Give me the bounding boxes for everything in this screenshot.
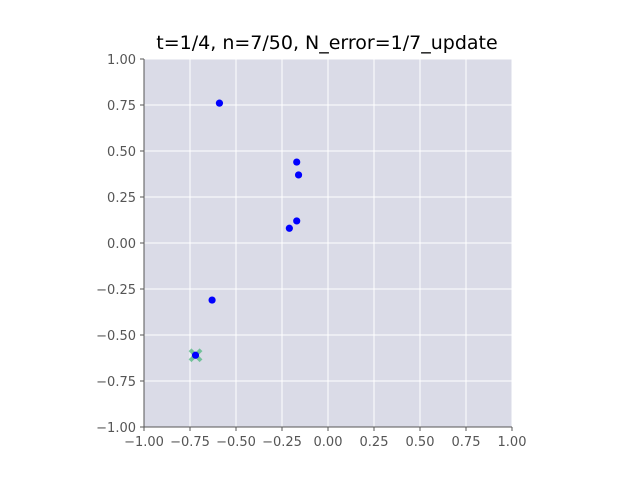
data-point xyxy=(215,99,224,107)
data-point xyxy=(294,171,303,179)
axes xyxy=(140,58,513,431)
x-tick-label: −0.25 xyxy=(262,435,302,450)
data-point xyxy=(191,351,200,359)
x-tick-label: −1.00 xyxy=(124,435,164,450)
tick-labels: −1.00 −0.75 −0.50 −0.25 0.00 0.25 0.50 0.75 1.00… xyxy=(96,53,526,450)
data-point xyxy=(285,224,293,232)
y-tick-label: −0.75 xyxy=(96,375,136,390)
x-tick-label: 0.25 xyxy=(360,435,389,450)
data-point xyxy=(293,217,301,225)
x-tick-label: −0.75 xyxy=(170,435,210,450)
y-tick-label: 1.00 xyxy=(107,53,136,68)
y-tick-label: 0.00 xyxy=(107,237,136,252)
data-point xyxy=(293,158,301,166)
y-tick-label: −0.25 xyxy=(96,283,136,298)
y-tick-label: −0.50 xyxy=(96,329,136,344)
x-tick-label: −0.50 xyxy=(216,435,256,450)
x-tick-label: 0.00 xyxy=(314,435,343,450)
data-point xyxy=(208,296,216,304)
chart-title: t=1/4, n=7/50, N_error=1/7_update xyxy=(156,32,497,54)
x-tick-label: 0.75 xyxy=(452,435,481,450)
x-tick-label: 0.50 xyxy=(406,435,435,450)
y-tick-label: 0.75 xyxy=(107,99,136,114)
data-markers xyxy=(188,99,303,363)
y-tick-label: 0.25 xyxy=(107,191,136,206)
y-tick-label: 0.50 xyxy=(107,145,136,160)
y-tick-label: −1.00 xyxy=(96,421,136,436)
x-tick-label: 1.00 xyxy=(498,435,527,450)
